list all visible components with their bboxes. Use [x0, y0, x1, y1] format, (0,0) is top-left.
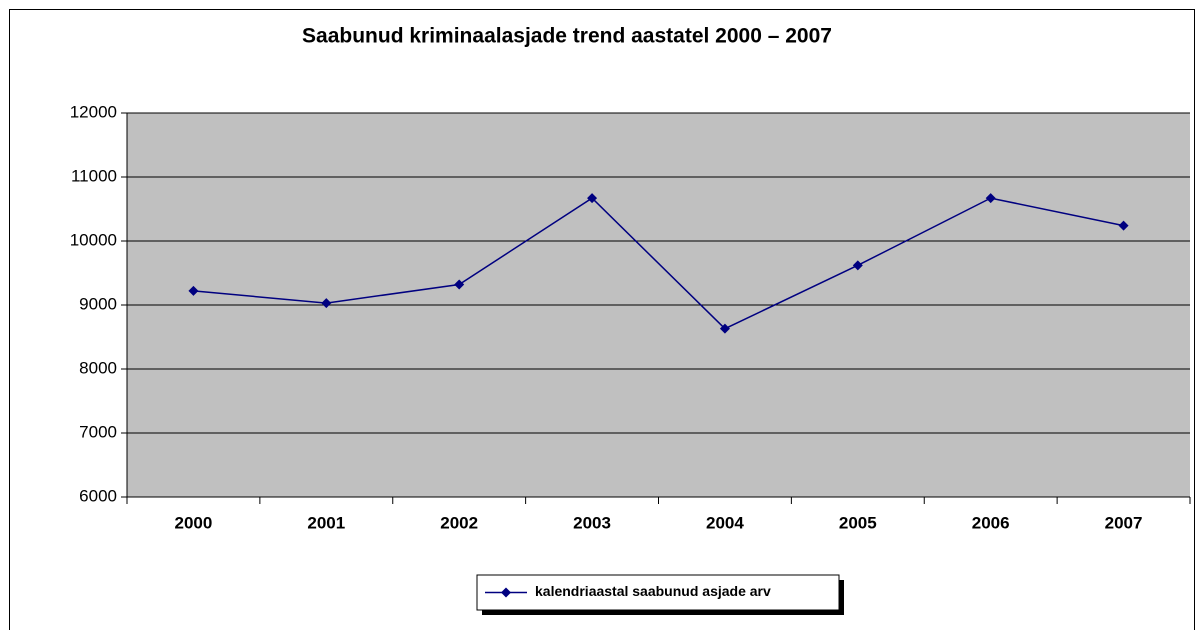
- chart-title: Saabunud kriminaalasjade trend aastatel …: [302, 25, 832, 48]
- y-tick-label: 9000: [79, 294, 117, 313]
- y-tick-label: 10000: [70, 230, 117, 249]
- x-tick-label: 2006: [972, 513, 1010, 532]
- legend-marker: [501, 587, 511, 598]
- y-tick-label: 12000: [70, 102, 117, 121]
- data-point: [1118, 220, 1129, 231]
- legend-label: kalendriaastal saabunud asjade arv: [535, 583, 771, 599]
- y-tick-label: 11000: [71, 166, 117, 185]
- x-tick-label: 2004: [706, 513, 744, 532]
- data-point: [454, 279, 465, 290]
- x-tick-label: 2001: [307, 513, 345, 532]
- x-tick-label: 2007: [1105, 513, 1143, 532]
- series-line: [193, 197, 1124, 330]
- data-point: [321, 298, 332, 309]
- data-point: [985, 193, 996, 204]
- x-tick-label: 2005: [839, 513, 877, 532]
- data-point: [719, 323, 730, 334]
- y-tick-label: 6000: [79, 486, 117, 505]
- legend: [476, 574, 840, 611]
- x-tick-label: 2000: [175, 513, 213, 532]
- y-tick-label: 7000: [79, 422, 117, 441]
- data-point: [188, 285, 199, 296]
- data-point: [852, 260, 863, 271]
- data-point: [587, 193, 598, 204]
- x-tick-label: 2002: [440, 513, 478, 532]
- y-tick-label: 8000: [79, 358, 117, 377]
- x-tick-label: 2003: [573, 513, 611, 532]
